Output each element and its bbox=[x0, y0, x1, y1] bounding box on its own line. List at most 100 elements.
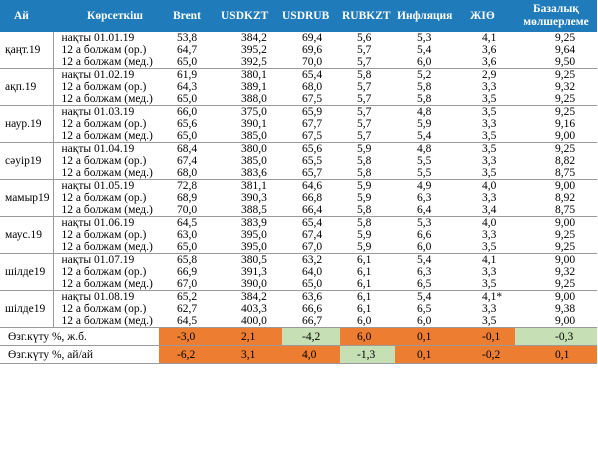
usdkzt-cell: 392,5 bbox=[217, 56, 282, 69]
rate-cell: 9,16 bbox=[555, 118, 576, 130]
rate-cell: 9,00 bbox=[555, 180, 576, 192]
usdrub-cell: 66,4 bbox=[282, 204, 340, 217]
indicator-cell: 12 а болжам (мед.) bbox=[53, 241, 159, 254]
indicator-cell: 12 а болжам (ор.) bbox=[61, 118, 147, 130]
table-row: 12 а болжам (ор.) 66,9 391,3 64,0 6,1 6,3 3,3 9… bbox=[0, 266, 597, 278]
gdp-cell: 3,3 bbox=[482, 81, 497, 93]
inflation-cell: 5,4 bbox=[395, 130, 462, 143]
inflation-cell: 6,6 bbox=[417, 229, 432, 241]
indicator-cell: 12 а болжам (мед.) bbox=[53, 56, 159, 69]
brent-cell: 62,7 bbox=[177, 303, 198, 315]
gdp-cell: 3,3 bbox=[482, 266, 497, 278]
inflation-cell: 5,9 bbox=[417, 118, 432, 130]
indicator-cell: нақты 01.01.19 bbox=[61, 32, 135, 44]
indicator-cell: 12 а болжам (ор.) bbox=[61, 44, 147, 56]
rubkzt-cell: 5,9 bbox=[340, 241, 395, 254]
brent-cell: 64,5 bbox=[159, 315, 217, 328]
table-row: 12 а болжам (ор.) 68,9 390,3 66,8 5,9 6,3 3,3 8… bbox=[0, 192, 597, 204]
table-row: шілде19 нақты 01.08.19 65,2 384,2 63,6 6,1 5,4… bbox=[0, 290, 597, 328]
usdkzt-cell: 380,0 bbox=[241, 143, 267, 155]
rate-cell: 8,82 bbox=[555, 155, 576, 167]
usdrub-cell: 70,0 bbox=[282, 56, 340, 69]
gdp-cell: 3,6 bbox=[462, 56, 515, 69]
usdkzt-cell: 391,3 bbox=[241, 266, 267, 278]
gdp-cell: 4,1 bbox=[482, 32, 497, 44]
rate-cell: 9,25 bbox=[555, 32, 576, 44]
usdrub-cell: 67,5 bbox=[282, 93, 340, 106]
usdkzt-cell: 388,5 bbox=[217, 204, 282, 217]
change-label: Өзг.күту %, ай/ай bbox=[0, 345, 159, 364]
header-month: Ай bbox=[0, 0, 53, 32]
table-row: 12 а болжам (ор.) 64,7 395,2 69,6 5,7 5,4 3,6 9… bbox=[0, 44, 597, 56]
header-indicator: Көрсеткіш bbox=[53, 0, 159, 32]
usdrub-cell: 66,7 bbox=[282, 315, 340, 328]
brent-cell: 64,7 bbox=[177, 44, 198, 56]
gdp-cell: 3,3 bbox=[482, 155, 497, 167]
rate-cell: 9,25 bbox=[515, 241, 597, 254]
table-row: 12 а болжам (ор.) 65,6 390,1 67,7 5,7 5,9 3,3 9… bbox=[0, 118, 597, 130]
indicator-cell: 12 а болжам (ор.) bbox=[61, 303, 147, 315]
usdkzt-cell: 395,0 bbox=[241, 229, 267, 241]
month-cell: ақп.19 bbox=[0, 68, 54, 106]
gdp-cell: 3,6 bbox=[482, 44, 497, 56]
inflation-cell: 6,3 bbox=[417, 192, 432, 204]
indicator-cell: 12 а болжам (мед.) bbox=[53, 93, 159, 106]
header-base-rate: Базалық мөлшерлеме bbox=[515, 0, 597, 32]
rate-cell: 8,75 bbox=[515, 167, 597, 180]
inflation-cell: 5,5 bbox=[395, 167, 462, 180]
inflation-cell: 4,8 bbox=[417, 106, 432, 118]
usdkzt-cell: 395,0 bbox=[217, 241, 282, 254]
indicator-cell: 12 а болжам (мед.) bbox=[53, 204, 159, 217]
change-row: Өзг.күту %, ай/ай -6,2 3,1 4,0 -1,3 0,1 -0,2 0,… bbox=[0, 345, 597, 364]
rubkzt-cell: 5,8 bbox=[357, 69, 372, 81]
month-cell: шілде19 bbox=[0, 290, 54, 328]
inflation-cell: 5,4 bbox=[417, 291, 432, 303]
inflation-cell: 5,3 bbox=[417, 217, 432, 229]
table-row: қаңт.19 нақты 01.01.19 53,8 384,2 69,4 5,6 5,3… bbox=[0, 32, 597, 69]
rate-cell: 9,32 bbox=[555, 266, 576, 278]
rubkzt-cell: 5,7 bbox=[340, 130, 395, 143]
rate-cell: 9,38 bbox=[555, 303, 576, 315]
month-cell: мамыр19 bbox=[0, 179, 54, 217]
indicator-cell: 12 а болжам (ор.) bbox=[61, 81, 147, 93]
rate-cell: 9,00 bbox=[555, 254, 576, 266]
usdkzt-cell: 388,0 bbox=[217, 93, 282, 106]
rate-cell: 9,25 bbox=[515, 278, 597, 291]
gdp-change-cell: -0,1 bbox=[462, 327, 515, 346]
table-body: қаңт.19 нақты 01.01.19 53,8 384,2 69,4 5,6 5,3… bbox=[0, 32, 597, 364]
rate-cell: 9,25 bbox=[515, 93, 597, 106]
table-row: 12 а болжам (мед.) 70,0 388,5 66,4 5,8 6,4 3,4… bbox=[0, 204, 597, 217]
indicator-cell: 12 а болжам (мед.) bbox=[53, 278, 159, 291]
brent-cell: 67,0 bbox=[159, 278, 217, 291]
rate-cell: 9,32 bbox=[555, 81, 576, 93]
gdp-cell: 3,4 bbox=[462, 204, 515, 217]
inflation-cell: 6,0 bbox=[395, 241, 462, 254]
rubkzt-cell: 6,0 bbox=[340, 315, 395, 328]
usdrub-cell: 67,5 bbox=[282, 130, 340, 143]
rubkzt-cell: 6,1 bbox=[357, 254, 372, 266]
table-row: 12 а болжам (ор.) 63,0 395,0 67,4 5,9 6,6 3,3 9… bbox=[0, 229, 597, 241]
month-cell: наур.19 bbox=[0, 105, 54, 143]
usdkzt-cell: 384,2 bbox=[241, 32, 267, 44]
rubkzt-cell: 5,8 bbox=[357, 217, 372, 229]
inflation-cell: 6,0 bbox=[395, 56, 462, 69]
brent-cell: 65,2 bbox=[177, 291, 198, 303]
table-row: наур.19 нақты 01.03.19 66,0 375,0 65,9 5,7 4,8… bbox=[0, 105, 597, 143]
indicator-cell: 12 а болжам (ор.) bbox=[61, 266, 147, 278]
brent-cell: 70,0 bbox=[159, 204, 217, 217]
usdrub-cell: 65,6 bbox=[302, 143, 323, 155]
rubkzt-cell: 5,8 bbox=[357, 155, 372, 167]
rubkzt-cell: 5,8 bbox=[340, 167, 395, 180]
table-row: 12 а болжам (мед.) 65,0 392,5 70,0 5,7 6,0 3,6… bbox=[0, 56, 597, 69]
month-cell: маус.19 bbox=[0, 216, 54, 254]
rubkzt-cell: 6,1 bbox=[340, 278, 395, 291]
header-rubkzt: RUBKZT bbox=[340, 0, 395, 32]
usdkzt-cell: 381,1 bbox=[241, 180, 267, 192]
usdkzt-cell: 380,1 bbox=[241, 69, 267, 81]
inflation-cell: 5,8 bbox=[417, 81, 432, 93]
rubkzt-cell: 6,1 bbox=[357, 291, 372, 303]
brent-cell: 65,0 bbox=[159, 93, 217, 106]
header-inflation: Инфляция bbox=[395, 0, 462, 32]
rate-cell: 9,00 bbox=[515, 315, 597, 328]
rubkzt-change-cell: -1,3 bbox=[340, 345, 395, 364]
